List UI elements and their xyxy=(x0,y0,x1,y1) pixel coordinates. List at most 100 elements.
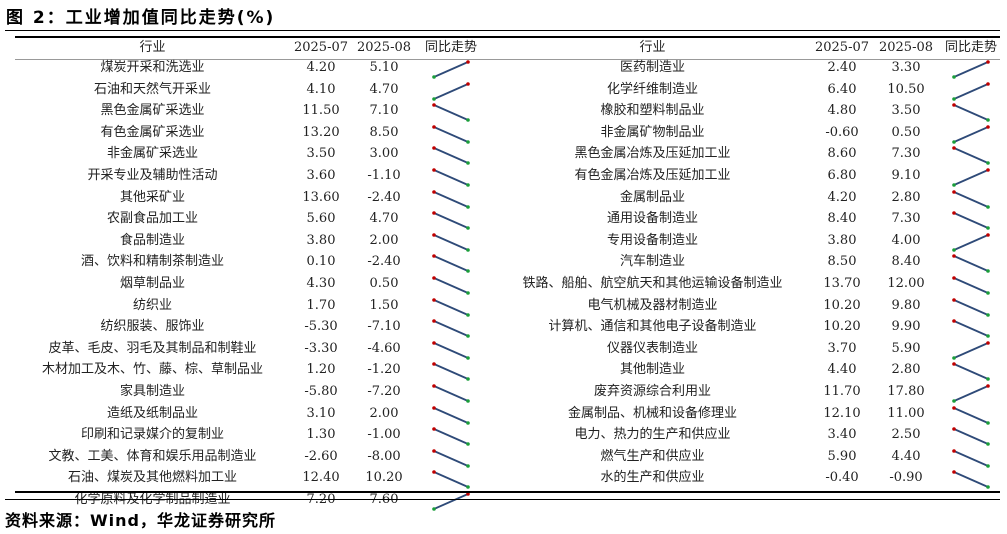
trend-sparkline xyxy=(432,448,470,468)
low-point-marker xyxy=(432,507,436,511)
trend-line xyxy=(433,82,469,100)
industry-name: 水的生产和供应业 xyxy=(600,470,705,486)
industry-name: 通用设备制造业 xyxy=(606,211,698,227)
trend-sparkline xyxy=(432,189,470,209)
table-row: 其他制造业 4.40 2.80 xyxy=(500,359,1007,382)
value-2025-08: 2.00 xyxy=(369,405,399,421)
high-point-marker xyxy=(952,427,956,431)
high-point-marker xyxy=(432,319,436,323)
table-row: 黑色金属冶炼及压延加工业 8.60 7.30 xyxy=(500,143,1007,166)
high-point-marker xyxy=(432,146,436,151)
header-trend: 同比走势 xyxy=(944,40,997,55)
trend-line xyxy=(433,104,469,122)
value-2025-07: 4.30 xyxy=(306,276,336,291)
industry-name: 食品制造业 xyxy=(119,232,185,248)
value-2025-07: 13.70 xyxy=(823,276,861,291)
industry-name: 汽车制造业 xyxy=(619,254,685,270)
low-point-marker xyxy=(986,420,990,425)
value-2025-07: 3.10 xyxy=(306,405,336,421)
value-2025-08: -2.40 xyxy=(367,189,401,205)
high-point-marker xyxy=(432,384,436,388)
trend-sparkline xyxy=(952,232,990,252)
trend-sparkline xyxy=(432,168,470,187)
value-2025-08: 7.10 xyxy=(369,103,399,119)
high-point-marker xyxy=(952,254,956,259)
low-point-marker xyxy=(466,420,470,425)
value-2025-07: -5.30 xyxy=(304,319,338,335)
low-point-marker xyxy=(466,442,470,446)
value-2025-08: 2.00 xyxy=(369,232,399,248)
trend-line xyxy=(433,493,469,510)
trend-line xyxy=(953,212,989,230)
value-2025-07: 8.40 xyxy=(827,211,857,227)
low-point-marker xyxy=(952,247,956,252)
low-point-marker xyxy=(466,161,470,166)
header-industry: 行业 xyxy=(139,40,166,55)
trend-sparkline xyxy=(432,470,470,490)
high-point-marker xyxy=(432,168,436,172)
trend-sparkline xyxy=(952,276,990,295)
trend-sparkline xyxy=(952,81,990,101)
trend-sparkline xyxy=(952,470,990,490)
low-point-marker xyxy=(432,75,436,79)
high-point-marker xyxy=(986,124,990,129)
low-point-marker xyxy=(952,96,956,101)
value-2025-08: 4.40 xyxy=(891,448,921,464)
industry-name: 有色金属冶炼及压延加工业 xyxy=(574,168,731,183)
value-2025-07: 12.40 xyxy=(302,470,340,486)
table-row: 纺织服装、服饰业 -5.30 -7.10 xyxy=(0,316,500,338)
value-2025-07: 10.20 xyxy=(823,297,861,313)
value-2025-07: 4.20 xyxy=(306,60,336,75)
industry-name: 燃气生产和供应业 xyxy=(600,448,705,464)
industry-name: 化学纤维制造业 xyxy=(606,81,698,97)
value-2025-07: 8.50 xyxy=(827,254,857,270)
trend-line xyxy=(433,190,469,208)
industry-name: 废弃资源综合利用业 xyxy=(593,384,711,399)
trend-line xyxy=(433,406,469,424)
trend-line xyxy=(953,233,989,251)
table-row: 有色金属矿采选业 13.20 8.50 xyxy=(0,122,500,144)
industry-name: 电气机械及器材制造业 xyxy=(587,297,718,313)
header-industry: 行业 xyxy=(639,40,666,55)
value-2025-08: -7.20 xyxy=(367,384,401,399)
trend-sparkline xyxy=(952,319,990,338)
industry-name: 有色金属矿采选业 xyxy=(100,124,205,140)
trend-line xyxy=(953,61,989,78)
trend-sparkline xyxy=(432,124,470,144)
high-point-marker xyxy=(432,232,436,237)
high-point-marker xyxy=(986,232,990,237)
trend-sparkline xyxy=(952,60,990,79)
trend-sparkline xyxy=(432,276,470,295)
value-2025-07: -0.40 xyxy=(825,470,859,486)
high-point-marker xyxy=(952,189,956,194)
high-point-marker xyxy=(952,211,956,215)
table-row: 通用设备制造业 8.40 7.30 xyxy=(500,208,1007,230)
low-point-marker xyxy=(986,334,990,338)
value-2025-08: 4.70 xyxy=(369,211,399,227)
industry-name: 医药制造业 xyxy=(619,60,685,75)
high-point-marker xyxy=(952,470,956,475)
trend-line xyxy=(953,104,989,122)
trend-line xyxy=(953,190,989,208)
trend-sparkline xyxy=(432,211,470,230)
high-point-marker xyxy=(952,319,956,323)
trend-sparkline xyxy=(432,405,470,425)
high-point-marker xyxy=(432,189,436,194)
trend-line xyxy=(953,385,989,402)
trend-sparkline xyxy=(952,384,990,403)
value-2025-08: 9.90 xyxy=(891,319,921,335)
header-row: 行业 2025-07 2025-08 同比走势 xyxy=(15,37,500,60)
high-point-marker xyxy=(466,492,470,496)
low-point-marker xyxy=(952,355,956,360)
trend-sparkline xyxy=(432,384,470,403)
industry-name: 皮革、毛皮、羽毛及其制品和制鞋业 xyxy=(48,340,257,356)
value-2025-07: 13.60 xyxy=(302,189,340,205)
trend-sparkline xyxy=(952,340,990,360)
header-trend: 同比走势 xyxy=(424,40,477,55)
value-2025-07: 10.20 xyxy=(823,319,861,335)
figure-title: 图 2：工业增加值同比走势(%) xyxy=(6,8,276,28)
table-row: 专用设备制造业 3.80 4.00 xyxy=(500,230,1007,252)
trend-line xyxy=(433,212,469,230)
low-point-marker xyxy=(466,355,470,360)
low-point-marker xyxy=(466,291,470,295)
